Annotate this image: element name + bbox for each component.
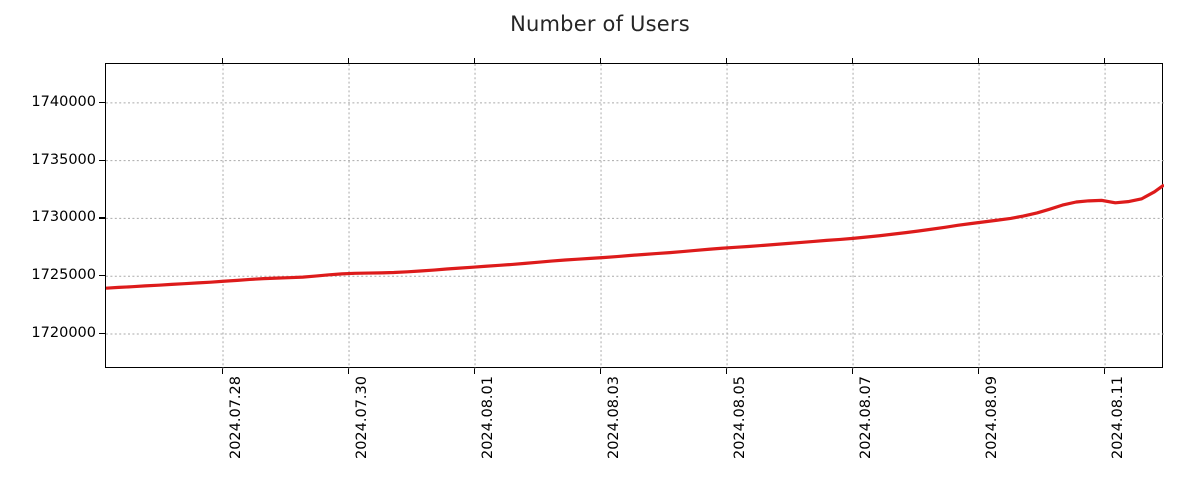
x-axis-tick-label: 2024.08.01 <box>480 376 497 460</box>
y-axis-tick-mark <box>99 275 105 277</box>
horizontal-gridlines <box>106 102 1164 335</box>
y-axis-tick-label: 1735000 <box>31 151 96 168</box>
x-axis-tick-label: 2024.08.11 <box>1110 376 1127 460</box>
y-axis-tick-label: 1740000 <box>31 93 96 110</box>
x-axis-major-tick-mark <box>1104 368 1106 374</box>
x-axis-tick-label: 2024.08.09 <box>984 376 1001 460</box>
y-axis-tick-label: 1730000 <box>31 209 96 226</box>
x-axis-tick-label: 2024.08.03 <box>606 376 623 460</box>
x-axis-major-tick-mark-top <box>726 58 728 63</box>
data-line-number-of-users <box>106 183 1164 290</box>
x-axis-major-tick-mark-top <box>474 58 476 63</box>
vertical-gridlines <box>222 64 1106 369</box>
x-axis-major-tick-mark <box>222 368 224 374</box>
x-axis-major-tick-mark <box>348 368 350 374</box>
x-axis-major-tick-mark <box>474 368 476 374</box>
plot-area <box>105 63 1164 369</box>
chart-title: Number of Users <box>510 12 690 36</box>
x-axis-major-tick-mark-top <box>600 58 602 63</box>
x-axis-major-tick-mark <box>726 368 728 374</box>
y-axis-tick-label: 1720000 <box>31 324 96 341</box>
y-axis-tick-mark <box>99 332 105 335</box>
x-axis-major-tick-mark <box>978 368 980 374</box>
x-axis-tick-label: 2024.07.30 <box>354 376 371 460</box>
x-axis-major-tick-mark <box>600 368 602 374</box>
plot-canvas <box>106 64 1164 369</box>
x-axis-tick-label: 2024.07.28 <box>228 376 244 460</box>
y-axis-tick-mark <box>99 101 105 104</box>
y-axis-tick-label: 1725000 <box>31 267 96 284</box>
x-axis-major-tick-mark-top <box>852 58 854 63</box>
x-axis-major-tick-mark-top <box>978 58 980 63</box>
x-axis-major-tick-mark-top <box>1104 58 1106 63</box>
y-axis-tick-mark <box>99 159 105 161</box>
x-axis-major-tick-mark-top <box>348 58 350 63</box>
x-axis-tick-label: 2024.08.05 <box>732 376 749 460</box>
x-axis-major-tick-mark-top <box>222 58 224 63</box>
x-axis-major-tick-mark <box>852 368 854 374</box>
y-axis-tick-mark <box>99 217 105 219</box>
x-axis-tick-label: 2024.08.07 <box>858 376 875 460</box>
